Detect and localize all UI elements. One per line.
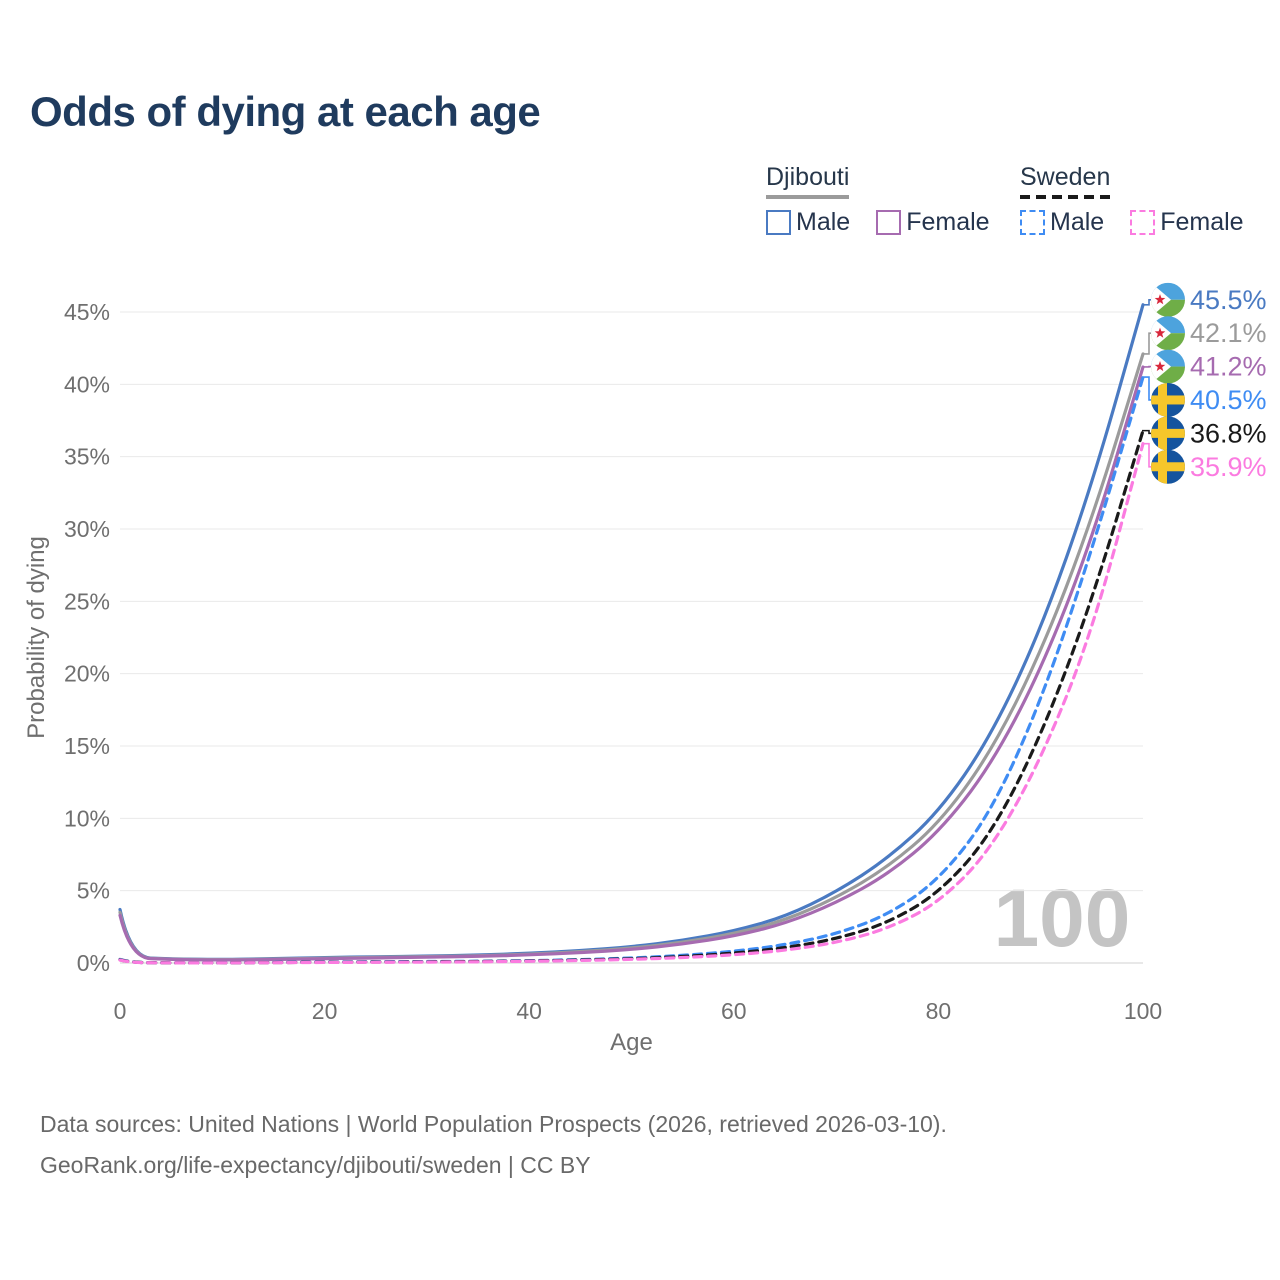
sweden-female-swatch-icon — [1130, 210, 1156, 235]
attribution-line: GeoRank.org/life-expectancy/djibouti/swe… — [40, 1152, 591, 1178]
y-tick-label-20: 20% — [64, 661, 110, 687]
flag-icon-sweden — [1151, 416, 1185, 451]
x-tick-label-100: 100 — [1124, 998, 1162, 1024]
y-tick-label-25: 25% — [64, 588, 110, 614]
legend: Djibouti Male Female Sweden — [0, 163, 1280, 243]
legend-item-sweden-male-label: Male — [1050, 208, 1105, 236]
data-sources-line: Data sources: United Nations | World Pop… — [40, 1111, 947, 1137]
flag-icon-djibouti — [1151, 316, 1185, 351]
djibouti-line-style-sample — [766, 195, 850, 199]
chart-title: Odds of dying at each age — [30, 88, 541, 135]
y-tick-label-10: 10% — [64, 805, 110, 831]
djibouti-male-swatch-icon — [766, 210, 791, 235]
legend-item-djibouti-female[interactable]: Female — [876, 208, 990, 237]
y-tick-label-30: 30% — [64, 516, 110, 542]
end-label-djibouti-both-sexes: 42.1% — [1190, 318, 1267, 348]
legend-item-sweden-female[interactable]: Female — [1130, 208, 1244, 237]
legend-item-sweden-male[interactable]: Male — [1020, 208, 1104, 237]
y-tick-label-40: 40% — [64, 371, 110, 397]
sweden-male-swatch-icon — [1020, 210, 1045, 235]
x-tick-label-60: 60 — [721, 998, 747, 1024]
watermark-100: 100 — [994, 873, 1131, 964]
legend-group-djibouti: Djibouti Male Female — [766, 163, 990, 237]
y-tick-label-35: 35% — [64, 444, 110, 470]
sweden-line-style-sample — [1020, 195, 1111, 199]
footer: Data sources: United Nations | World Pop… — [40, 1104, 947, 1186]
djibouti-female-swatch-icon — [876, 210, 902, 235]
y-tick-label-15: 15% — [64, 733, 110, 759]
end-label-sweden-male: 40.5% — [1190, 385, 1267, 415]
series-line-sweden-female[interactable] — [118, 442, 1145, 965]
legend-item-djibouti-male-label: Male — [796, 208, 851, 236]
legend-item-sweden-female-label: Female — [1160, 208, 1244, 236]
flag-icon-djibouti — [1151, 349, 1185, 384]
x-tick-label-0: 0 — [114, 998, 127, 1024]
legend-country-sweden[interactable]: Sweden — [1020, 163, 1111, 199]
flag-icon-djibouti — [1151, 282, 1185, 317]
flag-icon-sweden — [1151, 382, 1185, 417]
end-label-djibouti-female: 41.2% — [1190, 352, 1267, 382]
legend-country-djibouti[interactable]: Djibouti — [766, 163, 850, 199]
x-tick-label-20: 20 — [312, 998, 338, 1024]
legend-country-sweden-label: Sweden — [1020, 163, 1111, 191]
flag-icon-sweden — [1151, 449, 1185, 484]
x-axis-title: Age — [610, 1029, 653, 1056]
x-tick-label-40: 40 — [516, 998, 542, 1024]
series-line-sweden-male[interactable] — [118, 375, 1145, 965]
end-label-sweden-female: 35.9% — [1190, 452, 1267, 482]
y-tick-label-0: 0% — [77, 950, 110, 976]
y-axis-title: Probability of dying — [23, 536, 50, 739]
legend-item-djibouti-female-label: Female — [906, 208, 990, 236]
series-line-djibouti-female[interactable] — [118, 365, 1145, 962]
series-line-djibouti-both-sexes[interactable] — [118, 352, 1145, 962]
legend-group-sweden: Sweden Male Female — [1020, 163, 1244, 237]
end-label-sweden-both-sexes: 36.8% — [1190, 418, 1267, 448]
y-tick-label-5: 5% — [77, 878, 110, 904]
x-tick-label-80: 80 — [926, 998, 952, 1024]
legend-country-djibouti-label: Djibouti — [766, 163, 850, 191]
legend-item-djibouti-male[interactable]: Male — [766, 208, 850, 237]
series-line-sweden-both-sexes[interactable] — [118, 429, 1145, 965]
y-tick-label-45: 45% — [64, 299, 110, 325]
end-label-djibouti-male: 45.5% — [1190, 285, 1267, 315]
series-line-djibouti-male[interactable] — [118, 303, 1145, 961]
